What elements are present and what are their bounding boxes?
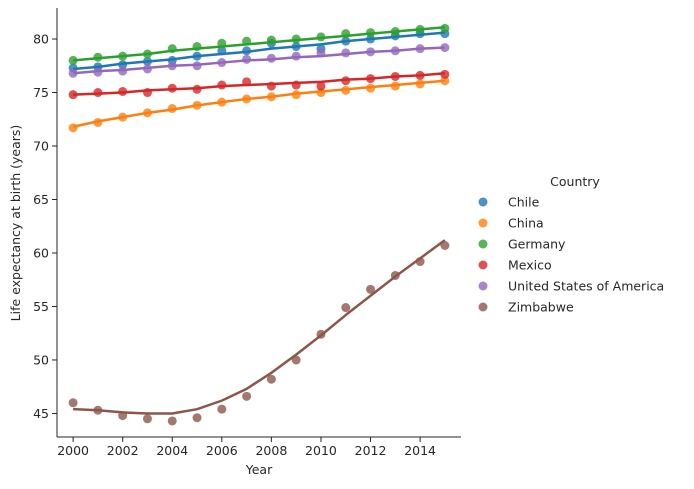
plot-area [68,23,450,426]
y-tick-label: 45 [33,406,49,421]
y-axis-label: Life expectancy at birth (years) [8,125,23,322]
axes: 2000 2002 2004 2006 2008 2010 2012 2014 45 50 55 60… [33,8,461,458]
x-axis-label: Year [245,462,273,477]
legend-marker [478,218,488,228]
legend-marker [478,260,488,270]
y-tick-label: 50 [33,352,49,367]
data-point [167,416,177,426]
x-tick-label: 2014 [404,443,436,458]
data-point [366,284,376,294]
legend-marker [478,302,488,312]
legend-marker [478,239,488,249]
x-tick-label: 2006 [206,443,238,458]
data-point [316,81,326,91]
legend: Country Chile China Germany Mexico United St… [478,174,664,315]
y-tick-label: 60 [33,245,49,260]
legend-marker [478,281,488,291]
legend-label: Zimbabwe [508,300,574,315]
x-tick-label: 2010 [305,443,337,458]
y-tick-label: 70 [33,139,49,154]
y-tick-label: 75 [33,85,49,100]
y-tick-label: 80 [33,32,49,47]
data-point [68,398,78,408]
series-china [68,76,450,133]
trend-line [73,72,445,96]
data-point [192,413,202,423]
x-tick-label: 2000 [57,443,89,458]
legend-title: Country [550,174,600,189]
series-germany [68,23,450,65]
data-point [142,414,152,424]
trend-line [72,79,445,128]
legend-label: Mexico [508,258,552,273]
trend-line [73,31,445,71]
trend-line [73,46,445,75]
x-tick-label: 2002 [107,443,139,458]
x-tick-label: 2004 [156,443,188,458]
data-point [266,374,276,384]
data-point [242,391,252,401]
legend-marker [478,197,488,207]
legend-label: United States of America [508,279,664,294]
series-mexico [68,69,450,100]
legend-label: Germany [508,237,566,252]
x-tick-label: 2008 [255,443,287,458]
data-point [341,303,351,313]
series-zimbabwe [68,239,450,426]
x-tick-label: 2012 [355,443,387,458]
trend-line [73,26,445,62]
series-united-states-of-america [68,43,450,78]
legend-label: China [508,216,544,231]
data-point [217,404,227,414]
y-tick-label: 55 [33,299,49,314]
legend-label: Chile [508,195,540,210]
data-point [68,123,78,133]
y-tick-label: 65 [33,192,49,207]
trend-line [73,239,446,415]
